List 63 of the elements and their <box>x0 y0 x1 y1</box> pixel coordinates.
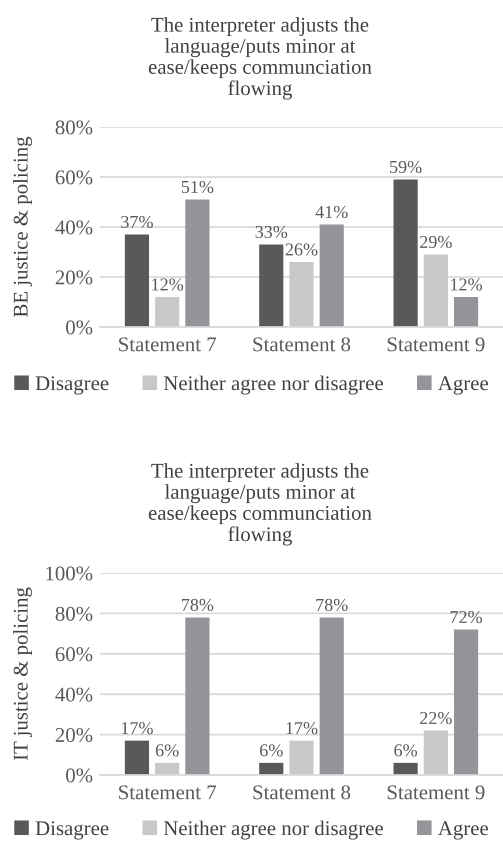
data-label: 41% <box>316 206 348 218</box>
y-axis-title: IT justice & policing <box>13 588 32 760</box>
bar <box>454 297 478 327</box>
data-label: 17% <box>122 722 153 734</box>
y-tick-label: 80% <box>56 606 92 621</box>
y-tick-label: 0% <box>66 768 92 782</box>
data-label: 12% <box>451 278 482 291</box>
bar <box>155 297 180 327</box>
chart-title: The interpreter adjusts the language/puts minor at ease/keeps communciation flowing <box>148 463 372 546</box>
y-tick-label: 60% <box>56 170 92 184</box>
y-tick-label: 0% <box>66 320 92 334</box>
bar <box>320 224 344 327</box>
x-tick-label: Statement 8 <box>253 337 350 352</box>
data-label: 33% <box>256 226 288 238</box>
bar <box>454 630 478 775</box>
data-label: 51% <box>182 180 214 194</box>
bar <box>185 617 210 775</box>
data-label: 6% <box>156 744 179 756</box>
x-tick-label: Statement 9 <box>388 337 484 352</box>
bar <box>259 244 284 327</box>
data-label: 26% <box>286 243 318 256</box>
bar <box>424 254 448 327</box>
data-label: 29% <box>420 236 452 248</box>
bar <box>394 180 418 327</box>
bar <box>394 762 418 775</box>
data-label: 22% <box>420 712 452 724</box>
data-label: 12% <box>152 278 184 291</box>
legend-label: Agree <box>438 821 488 840</box>
y-axis-title: BE justice & policing <box>13 136 32 317</box>
legend-label: Neither agree nor disagree <box>164 820 383 840</box>
data-label: 6% <box>260 744 283 756</box>
bar <box>289 262 314 327</box>
chart-title: The interpreter adjusts the language/puts minor at ease/keeps communciation flowing <box>148 17 372 100</box>
data-label: 6% <box>394 744 418 756</box>
y-tick-label: 20% <box>56 728 92 742</box>
y-tick-label: 40% <box>55 688 92 702</box>
y-tick-label: 20% <box>56 270 92 284</box>
bar <box>185 200 210 327</box>
y-tick-label: 80% <box>56 120 92 134</box>
legend-label: Agree <box>438 376 488 395</box>
bar <box>124 234 150 327</box>
y-tick-label: 60% <box>56 647 92 662</box>
x-tick-label: Statement 9 <box>388 785 484 800</box>
data-label: 72% <box>450 610 482 624</box>
legend-label: Disagree <box>36 376 108 395</box>
bar <box>320 617 344 775</box>
bar <box>155 762 180 775</box>
data-label: 78% <box>182 598 214 612</box>
y-tick-label: 40% <box>55 220 92 234</box>
x-tick-label: Statement 7 <box>119 785 216 800</box>
bar <box>424 730 448 775</box>
bar <box>289 740 314 775</box>
y-tick-label: 100% <box>46 566 92 580</box>
legend-label: Disagree <box>36 821 108 840</box>
bar <box>124 740 150 775</box>
bar <box>259 762 284 775</box>
data-label: 17% <box>286 722 318 734</box>
data-label: 37% <box>121 216 153 228</box>
data-label: 78% <box>316 598 348 612</box>
x-tick-label: Statement 8 <box>253 785 350 800</box>
legend-label: Neither agree nor disagree <box>164 376 383 395</box>
data-label: 59% <box>390 160 422 174</box>
x-tick-label: Statement 7 <box>119 337 216 352</box>
